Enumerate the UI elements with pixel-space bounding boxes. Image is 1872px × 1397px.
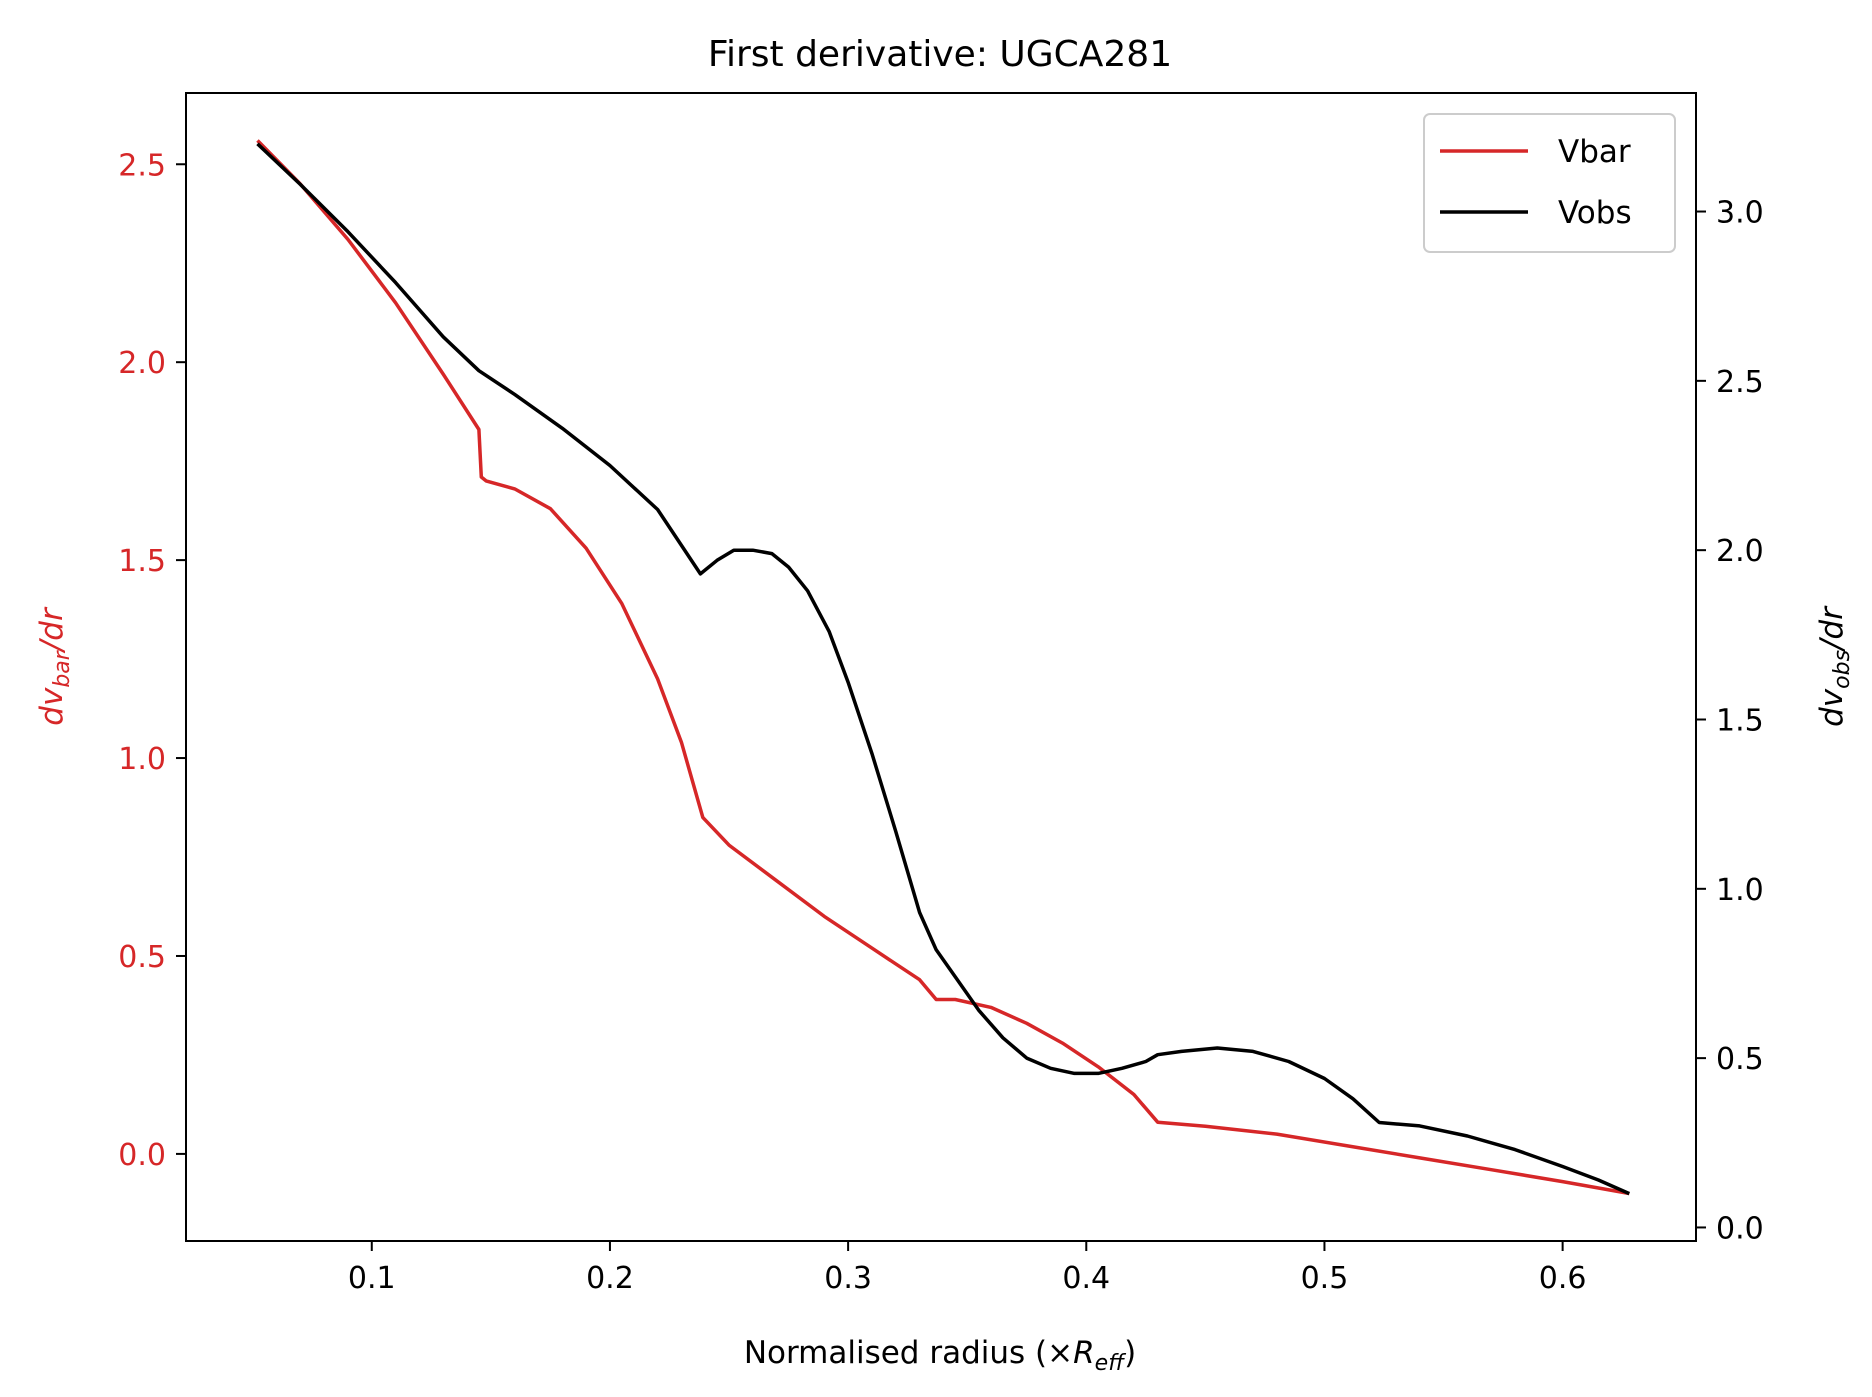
y-left-tick-label: 2.5 <box>118 148 166 183</box>
y-axis-right-label: dvobs/dr <box>1814 605 1855 727</box>
y-axis-right-label-sub: obs <box>1830 650 1855 689</box>
y-right-tick-label: 0.0 <box>1716 1211 1764 1246</box>
series-layer <box>256 139 1631 1196</box>
y-axis-left-label: dvbar/dr <box>34 606 75 726</box>
y-right-tick-label: 0.5 <box>1716 1042 1764 1077</box>
y-axis-left-label-sub: bar <box>50 649 75 687</box>
plot-area <box>256 139 1631 1196</box>
legend-label-vobs: Vobs <box>1558 195 1632 231</box>
x-tick-label: 0.3 <box>824 1261 872 1296</box>
y-left-tick-label: 1.5 <box>118 544 166 579</box>
x-tick-label: 0.1 <box>348 1261 396 1296</box>
x-tick-label: 0.2 <box>586 1261 634 1296</box>
legend: Vbar Vobs <box>1423 113 1676 253</box>
y-axis-right-label-post: /dr <box>1814 605 1850 653</box>
y-axis-left-label-pre: dv <box>34 687 70 726</box>
y-left-tick-label: 0.0 <box>118 1138 166 1173</box>
x-tick-label: 0.5 <box>1301 1261 1349 1296</box>
y-left-tick-label: 2.0 <box>118 346 166 381</box>
y-axis-left-label-post: /dr <box>34 606 70 654</box>
legend-label-vbar: Vbar <box>1558 134 1631 170</box>
series-line-vobs <box>256 142 1631 1196</box>
y-right-tick-label: 1.0 <box>1716 873 1764 908</box>
y-left-tick-label: 0.5 <box>118 940 166 975</box>
y-left-tick-label: 1.0 <box>118 742 166 777</box>
y-right-tick-label: 2.0 <box>1716 534 1764 569</box>
chart-title: First derivative: UGCA281 <box>708 34 1172 75</box>
x-axis-label-main: Normalised radius (× <box>744 1335 1073 1371</box>
legend-box <box>1423 113 1676 253</box>
x-tick-label: 0.4 <box>1062 1261 1110 1296</box>
x-axis-label-sub: eff <box>1095 1351 1127 1376</box>
y-right-tick-label: 1.5 <box>1716 703 1764 738</box>
y-right-tick-label: 2.5 <box>1716 365 1764 400</box>
x-axis-label: Normalised radius (×Reff) <box>744 1335 1136 1376</box>
y-axis-left: 0.0 0.5 1.0 1.5 2.0 2.5 <box>118 148 186 1173</box>
x-axis-label-close: ) <box>1124 1335 1136 1371</box>
y-axis-right: 0.0 0.5 1.0 1.5 2.0 2.5 3.0 <box>1696 196 1764 1246</box>
x-tick-label: 0.6 <box>1539 1261 1587 1296</box>
x-axis: 0.1 0.2 0.3 0.4 0.5 0.6 <box>348 1241 1587 1296</box>
series-line-vbar <box>256 139 1630 1196</box>
y-right-tick-label: 3.0 <box>1716 196 1764 231</box>
x-axis-label-symbol: R <box>1073 1335 1095 1371</box>
plot-frame <box>185 92 1697 1242</box>
y-axis-right-label-pre: dv <box>1814 688 1850 727</box>
